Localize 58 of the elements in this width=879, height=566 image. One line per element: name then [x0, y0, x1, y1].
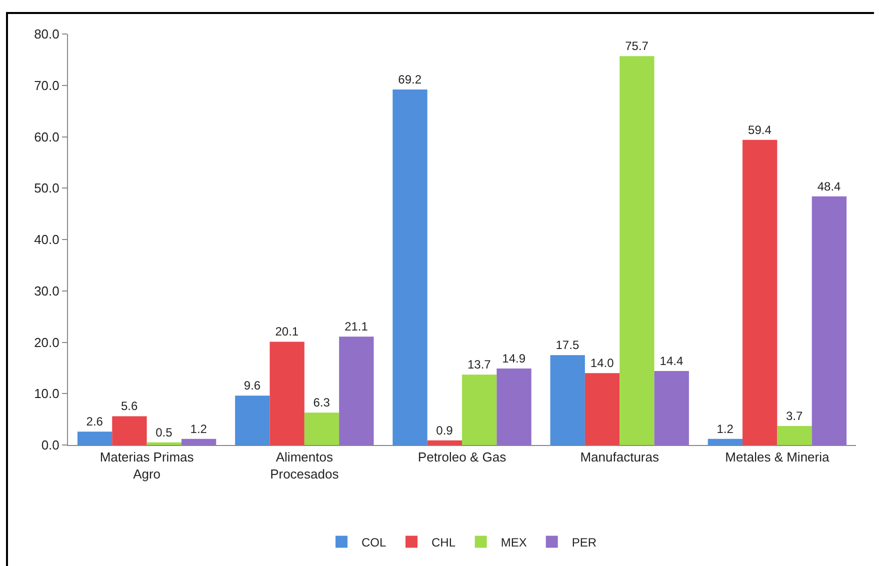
x-tick-label: Manufacturas — [580, 450, 660, 465]
data-label: 21.1 — [344, 320, 368, 334]
legend-label: COL — [362, 535, 386, 550]
data-label: 14.9 — [502, 351, 526, 366]
legend-label: MEX — [500, 535, 527, 550]
x-tick-label: Alimentos Procesados — [270, 450, 340, 482]
bar — [812, 196, 847, 445]
bar — [181, 438, 216, 445]
data-label: 1.2 — [716, 422, 734, 436]
data-label: 69.2 — [398, 72, 422, 86]
bar — [620, 56, 654, 445]
bar — [777, 426, 812, 445]
data-label: 14.0 — [590, 356, 614, 370]
y-tick-label: 70.0 — [34, 78, 60, 93]
bar — [235, 396, 270, 445]
bar — [146, 442, 182, 445]
bar — [392, 89, 428, 445]
data-label: 6.3 — [313, 396, 330, 410]
data-label: 2.6 — [86, 414, 104, 429]
data-label: 75.7 — [625, 39, 649, 54]
y-tick-label: 20.0 — [34, 334, 60, 350]
data-label: 59.4 — [748, 122, 772, 137]
bar — [304, 412, 340, 445]
bar — [742, 140, 778, 445]
bar — [584, 373, 620, 445]
legend-label: CHL — [432, 535, 456, 550]
bar — [77, 432, 112, 445]
legend-label: PER — [572, 535, 597, 550]
bar — [112, 416, 147, 445]
data-label: 5.6 — [120, 399, 138, 414]
x-tick-label: Materias Primas Agro — [100, 450, 194, 482]
y-tick-label: 60.0 — [34, 129, 60, 144]
y-tick-label: 0.0 — [41, 438, 60, 453]
data-label: 0.5 — [156, 425, 173, 440]
bar — [550, 355, 585, 445]
bar — [462, 374, 497, 445]
bar — [708, 438, 743, 445]
data-label: 48.4 — [817, 179, 842, 194]
bar — [496, 368, 532, 445]
data-label: 14.4 — [660, 354, 684, 368]
bar — [339, 336, 374, 445]
y-tick-label: 30.0 — [34, 283, 60, 298]
x-tick-label: Petroleo & Gas — [418, 450, 507, 465]
data-label: 9.6 — [244, 378, 261, 393]
bar — [654, 371, 689, 445]
y-tick-label: 80.0 — [34, 26, 60, 42]
y-tick-label: 50.0 — [34, 180, 60, 196]
x-tick-label: Metales & Mineria — [725, 450, 830, 465]
data-label: 13.7 — [467, 358, 492, 372]
data-label: 3.7 — [786, 408, 804, 423]
y-tick-label: 40.0 — [34, 232, 60, 248]
data-label: 20.1 — [275, 324, 299, 339]
bar — [270, 342, 304, 445]
y-tick-label: 10.0 — [34, 386, 60, 402]
data-label: 0.9 — [436, 423, 454, 438]
bar — [427, 440, 462, 445]
data-label: 1.2 — [190, 422, 208, 436]
data-label: 17.5 — [556, 338, 580, 352]
